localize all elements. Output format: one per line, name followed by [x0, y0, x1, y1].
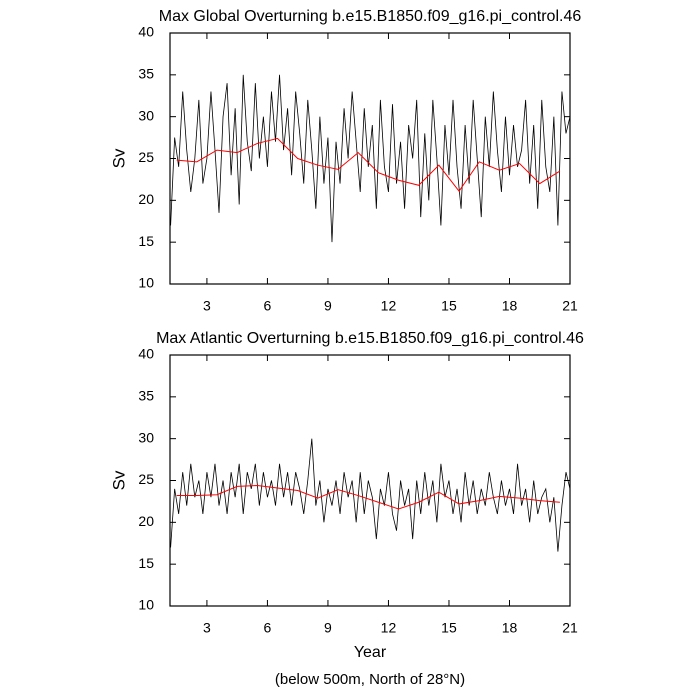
y-axis-label: Sv — [109, 148, 128, 168]
y-tick-label: 40 — [138, 24, 154, 40]
y-tick-label: 30 — [138, 107, 154, 123]
x-tick-label: 9 — [324, 620, 332, 636]
plot-frame — [169, 32, 571, 285]
data-line — [176, 485, 560, 510]
data-line — [170, 74, 571, 243]
x-tick-label: 18 — [502, 620, 518, 636]
x-tick-label: 12 — [381, 298, 397, 314]
plot-frame — [169, 354, 571, 607]
x-tick-label: 15 — [441, 298, 457, 314]
y-tick-label: 20 — [138, 191, 154, 207]
chart-title: Max Atlantic Overturning b.e15.B1850.f09… — [156, 330, 584, 347]
y-tick-label: 10 — [138, 597, 154, 613]
y-axis-label: Sv — [109, 470, 128, 490]
y-tick-label: 40 — [138, 346, 154, 362]
x-axis-label: Year — [354, 644, 387, 661]
x-tick-label: 21 — [562, 620, 578, 636]
x-tick-label: 18 — [502, 298, 518, 314]
y-tick-label: 15 — [138, 555, 154, 571]
chart-title: Max Global Overturning b.e15.B1850.f09_g… — [159, 8, 582, 25]
x-tick-label: 6 — [264, 298, 272, 314]
x-tick-label: 3 — [203, 620, 211, 636]
data-line — [176, 137, 561, 192]
x-tick-label: 3 — [203, 298, 211, 314]
y-tick-label: 10 — [138, 275, 154, 291]
data-line — [170, 438, 571, 552]
y-tick-label: 25 — [138, 149, 154, 165]
x-tick-label: 21 — [562, 298, 578, 314]
y-tick-label: 15 — [138, 233, 154, 249]
y-tick-label: 35 — [138, 66, 154, 82]
y-tick-label: 35 — [138, 388, 154, 404]
y-tick-label: 20 — [138, 513, 154, 529]
y-tick-label: 25 — [138, 471, 154, 487]
x-tick-label: 9 — [324, 298, 332, 314]
y-tick-label: 30 — [138, 429, 154, 445]
x-tick-label: 6 — [264, 620, 272, 636]
x-tick-label: 15 — [441, 620, 457, 636]
x-tick-label: 12 — [381, 620, 397, 636]
footnote: (below 500m, North of 28°N) — [275, 671, 465, 688]
